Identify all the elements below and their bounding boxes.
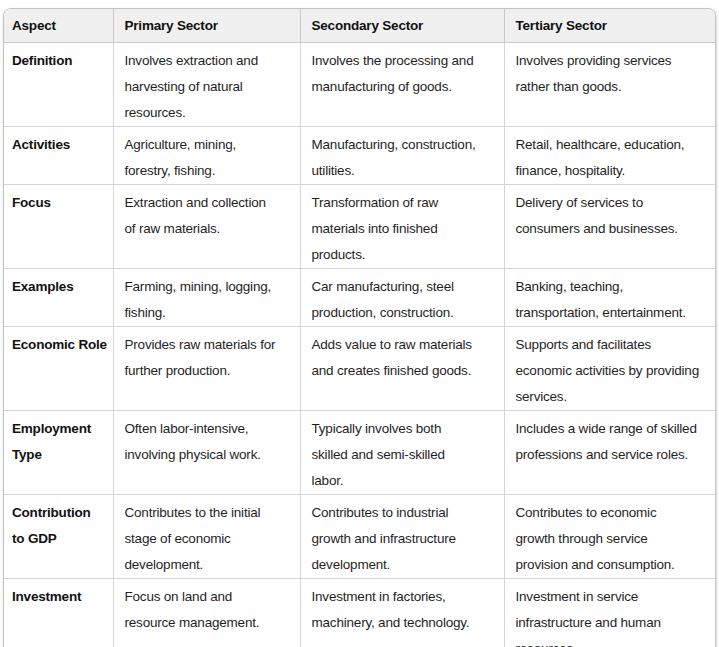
table-row-definition: Definition Involves extraction and harve… <box>4 42 716 126</box>
cell-activities-tertiary: Retail, healthcare, education, finance, … <box>504 126 716 184</box>
cell-examples-primary: Farming, mining, logging, fishing. <box>113 268 300 326</box>
header-cell-tertiary: Tertiary Sector <box>504 9 716 42</box>
cell-contribution-gdp-primary: Contributes to the initial stage of econ… <box>113 494 300 578</box>
cell-activities-primary: Agriculture, mining, forestry, fishing. <box>113 126 300 184</box>
row-label-economic-role: Economic Role <box>4 326 113 410</box>
cell-focus-secondary: Transformation of raw materials into fin… <box>300 184 504 268</box>
cell-economic-role-primary: Provides raw materials for further produ… <box>113 326 300 410</box>
cell-focus-primary: Extraction and collection of raw materia… <box>113 184 300 268</box>
row-label-examples: Examples <box>4 268 113 326</box>
cell-activities-secondary: Manufacturing, construction, utilities. <box>300 126 504 184</box>
cell-investment-primary: Focus on land and resource management. <box>113 578 300 647</box>
comparison-table: Aspect Primary Sector Secondary Sector T… <box>4 9 716 647</box>
table-row-activities: Activities Agriculture, mining, forestry… <box>4 126 716 184</box>
table-row-employment-type: Employment Type Often labor-intensive, i… <box>4 410 716 494</box>
table-row-investment: Investment Focus on land and resource ma… <box>4 578 716 647</box>
cell-contribution-gdp-secondary: Contributes to industrial growth and inf… <box>300 494 504 578</box>
header-cell-primary: Primary Sector <box>113 9 300 42</box>
header-cell-secondary: Secondary Sector <box>300 9 504 42</box>
cell-examples-tertiary: Banking, teaching, transportation, enter… <box>504 268 716 326</box>
cell-definition-primary: Involves extraction and harvesting of na… <box>113 42 300 126</box>
header-cell-aspect: Aspect <box>4 9 113 42</box>
cell-examples-secondary: Car manufacturing, steel production, con… <box>300 268 504 326</box>
cell-investment-secondary: Investment in factories, machinery, and … <box>300 578 504 647</box>
cell-employment-type-primary: Often labor-intensive, involving physica… <box>113 410 300 494</box>
row-label-investment: Investment <box>4 578 113 647</box>
cell-employment-type-tertiary: Includes a wide range of skilled profess… <box>504 410 716 494</box>
row-label-activities: Activities <box>4 126 113 184</box>
cell-contribution-gdp-tertiary: Contributes to economic growth through s… <box>504 494 716 578</box>
cell-investment-tertiary: Investment in service infrastructure and… <box>504 578 716 647</box>
table-row-examples: Examples Farming, mining, logging, fishi… <box>4 268 716 326</box>
cell-economic-role-tertiary: Supports and facilitates economic activi… <box>504 326 716 410</box>
header-row: Aspect Primary Sector Secondary Sector T… <box>4 9 716 42</box>
cell-economic-role-secondary: Adds value to raw materials and creates … <box>300 326 504 410</box>
row-label-definition: Definition <box>4 42 113 126</box>
table-row-economic-role: Economic Role Provides raw materials for… <box>4 326 716 410</box>
row-label-focus: Focus <box>4 184 113 268</box>
table-header: Aspect Primary Sector Secondary Sector T… <box>4 9 716 42</box>
cell-definition-secondary: Involves the processing and manufacturin… <box>300 42 504 126</box>
cell-employment-type-secondary: Typically involves both skilled and semi… <box>300 410 504 494</box>
table-body: Definition Involves extraction and harve… <box>4 42 716 647</box>
row-label-contribution-gdp: Contribution to GDP <box>4 494 113 578</box>
sector-comparison-table: Aspect Primary Sector Secondary Sector T… <box>3 8 716 647</box>
table-row-focus: Focus Extraction and collection of raw m… <box>4 184 716 268</box>
cell-focus-tertiary: Delivery of services to consumers and bu… <box>504 184 716 268</box>
cell-definition-tertiary: Involves providing services rather than … <box>504 42 716 126</box>
row-label-employment-type: Employment Type <box>4 410 113 494</box>
table-row-contribution-gdp: Contribution to GDP Contributes to the i… <box>4 494 716 578</box>
